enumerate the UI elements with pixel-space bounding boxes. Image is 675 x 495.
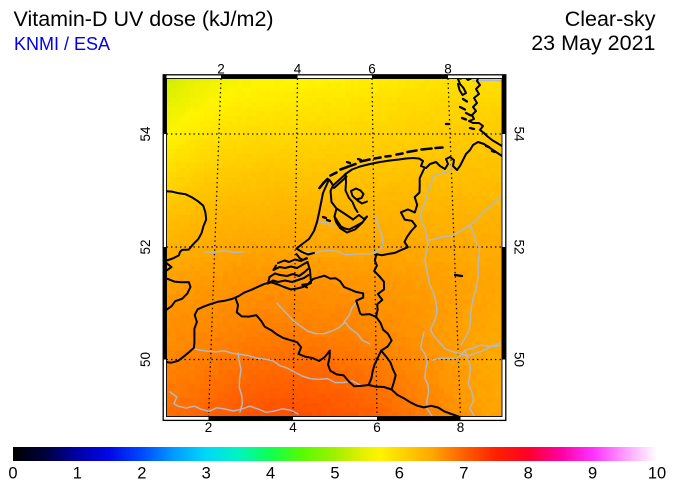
islet-path: [347, 162, 350, 163]
islet-path: [470, 128, 474, 129]
lat-tick-label-left: 52: [138, 239, 153, 254]
colorbar-tick-label: 6: [395, 465, 404, 483]
lat-tick-label-right: 50: [512, 352, 527, 367]
colorbar: 0 1 2 3 4 5 6 7 8 9 10: [8, 447, 666, 483]
lat-tick-label-right: 54: [512, 126, 527, 142]
lat-tick-label-left: 50: [138, 352, 153, 367]
lon-tick-label-top: 2: [217, 61, 225, 76]
colorbar-tick-label: 8: [524, 465, 533, 483]
date-label: 23 May 2021: [531, 31, 655, 55]
colorbar-tick-label: 1: [73, 465, 82, 483]
lon-tick-label-bottom: 8: [457, 420, 465, 435]
map-title: Vitamin-D UV dose (kJ/m2): [14, 7, 274, 31]
island-path: [436, 148, 443, 149]
colorbar-tick-label: 4: [266, 465, 275, 483]
map-dose-field: [167, 79, 505, 417]
lon-tick-label-bottom: 6: [373, 420, 381, 435]
colorbar-gradient-bar: [13, 447, 657, 461]
sky-condition-label: Clear-sky: [531, 7, 655, 31]
islet-path: [327, 220, 330, 221]
colorbar-tick-label: 9: [588, 465, 597, 483]
lon-tick-label-top: 8: [444, 61, 452, 76]
lon-tick-label-top: 4: [294, 61, 302, 76]
lon-tick-label-bottom: 4: [289, 420, 297, 435]
islet-path: [462, 118, 466, 120]
island-path: [386, 156, 391, 157]
islet-path: [455, 275, 462, 276]
colorbar-tick-label: 2: [137, 465, 146, 483]
data-source-label: KNMI / ESA: [14, 34, 110, 55]
lat-tick-label-left: 54: [138, 126, 153, 142]
islet-path: [486, 146, 489, 147]
colorbar-tick-label: 5: [330, 465, 339, 483]
colorbar-tick-label: 0: [8, 465, 17, 483]
lat-tick-label-right: 52: [512, 239, 527, 254]
colorbar-tick-label: 10: [648, 465, 666, 483]
lon-tick-label-bottom: 2: [205, 420, 213, 435]
islet-path: [358, 159, 361, 160]
colorbar-tick-label: 7: [459, 465, 468, 483]
island-path: [397, 154, 403, 155]
lon-tick-label-top: 6: [368, 61, 376, 76]
condition-date-block: Clear-sky 23 May 2021: [531, 7, 655, 55]
colorbar-tick-label: 3: [202, 465, 211, 483]
island-path: [422, 149, 432, 150]
islet-path: [323, 217, 326, 218]
island-path: [408, 151, 417, 153]
island-path: [375, 158, 381, 159]
islet-path: [492, 151, 495, 152]
